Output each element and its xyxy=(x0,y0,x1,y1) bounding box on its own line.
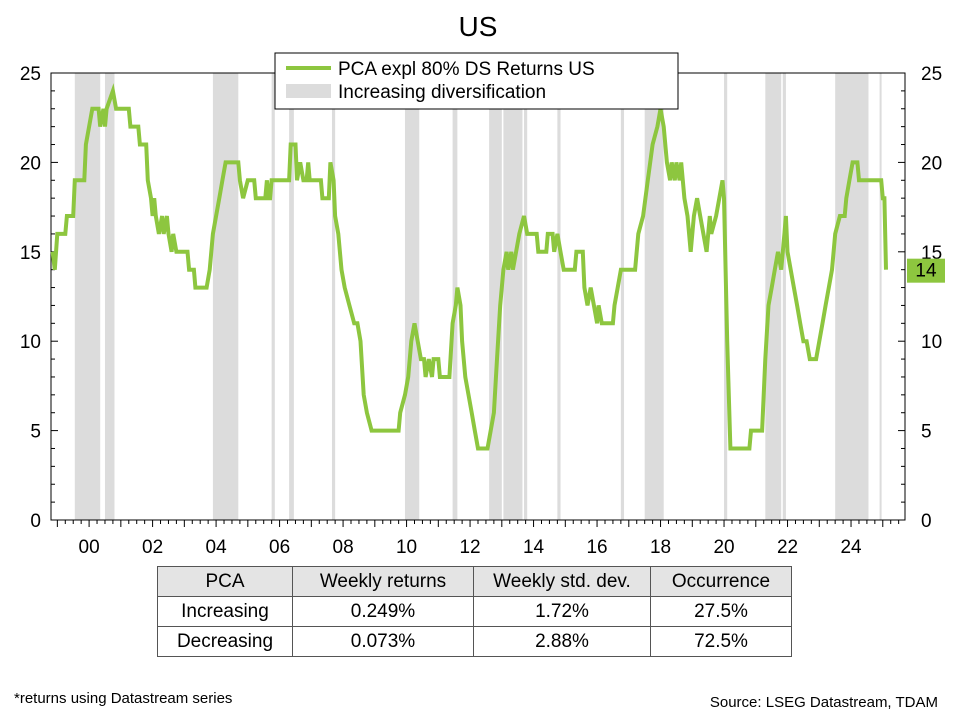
table-cell: 72.5% xyxy=(650,626,792,657)
legend-box xyxy=(274,52,679,110)
y-tick-label-left: 10 xyxy=(20,332,41,353)
table-header: Weekly returns xyxy=(292,566,474,597)
table-cell: 0.249% xyxy=(292,596,474,627)
legend-shade-label: Increasing diversification xyxy=(338,82,546,103)
source-note: Source: LSEG Datastream, TDAM xyxy=(709,694,938,711)
shaded-period xyxy=(289,73,294,520)
table-cell: 27.5% xyxy=(650,596,792,627)
table-header: Occurrence xyxy=(650,566,792,597)
table-cell: 1.72% xyxy=(473,596,651,627)
y-tick-label-right: 15 xyxy=(921,243,942,264)
table-row: Increasing 0.249% 1.72% 27.5% xyxy=(157,596,792,627)
shaded-period xyxy=(271,73,275,520)
table-cell: Decreasing xyxy=(157,626,293,657)
shaded-period xyxy=(404,73,420,520)
series-layer: 14 xyxy=(50,83,945,451)
table-header: PCA xyxy=(157,566,293,597)
shaded-period xyxy=(644,73,664,520)
table-cell: Increasing xyxy=(157,596,293,627)
y-tick-label-right: 10 xyxy=(921,332,942,353)
table-cell: 0.073% xyxy=(292,626,474,657)
x-tick-label: 24 xyxy=(840,537,862,558)
shaded-period xyxy=(557,73,561,520)
y-tick-label-left: 15 xyxy=(20,243,41,264)
shaded-periods xyxy=(74,73,882,520)
legend-series-label: PCA expl 80% DS Returns US xyxy=(338,59,595,80)
shaded-period xyxy=(782,73,786,520)
series-line xyxy=(50,83,888,451)
y-tick-label-left: 25 xyxy=(20,64,41,85)
shaded-period xyxy=(765,73,782,520)
shaded-period xyxy=(879,73,882,520)
x-tick-label: 20 xyxy=(713,537,734,558)
table-row: Decreasing 0.073% 2.88% 72.5% xyxy=(157,626,792,657)
chart-title: US xyxy=(459,11,498,42)
footnote: *returns using Datastream series xyxy=(14,690,233,707)
x-tick-label: 08 xyxy=(333,537,354,558)
last-value-label: 14 xyxy=(915,261,937,282)
shaded-period xyxy=(503,73,523,520)
x-tick-label: 10 xyxy=(396,537,417,558)
x-tick-label: 22 xyxy=(777,537,798,558)
shaded-period xyxy=(331,73,336,520)
x-tick-label: 14 xyxy=(523,537,545,558)
stats-table: PCA Weekly returns Weekly std. dev. Occu… xyxy=(157,566,792,657)
table-header: Weekly std. dev. xyxy=(473,566,651,597)
shaded-period xyxy=(620,73,625,520)
shaded-period xyxy=(212,73,239,520)
table-header-row: PCA Weekly returns Weekly std. dev. Occu… xyxy=(157,566,792,597)
x-tick-label: 02 xyxy=(142,537,163,558)
shaded-period xyxy=(524,73,528,520)
y-tick-label-right: 25 xyxy=(921,64,942,85)
x-tick-label: 12 xyxy=(459,537,480,558)
legend: PCA expl 80% DS Returns US Increasing di… xyxy=(274,52,679,110)
y-tick-label-right: 0 xyxy=(921,511,932,532)
shaded-period xyxy=(104,73,115,520)
x-tick-label: 06 xyxy=(269,537,290,558)
shaded-period xyxy=(835,73,869,520)
y-tick-label-left: 0 xyxy=(30,511,41,532)
last-value-badge xyxy=(907,258,945,283)
x-tick-label: 16 xyxy=(586,537,607,558)
x-tick-label: 04 xyxy=(206,537,228,558)
y-tick-label-right: 5 xyxy=(921,422,932,443)
x-tick-label: 18 xyxy=(650,537,671,558)
y-tick-label-left: 20 xyxy=(20,153,41,174)
table-cell: 2.88% xyxy=(473,626,651,657)
x-tick-label: 00 xyxy=(79,537,100,558)
y-tick-label-left: 5 xyxy=(30,422,41,443)
y-tick-label-right: 20 xyxy=(921,153,942,174)
legend-shade-swatch xyxy=(286,84,331,98)
